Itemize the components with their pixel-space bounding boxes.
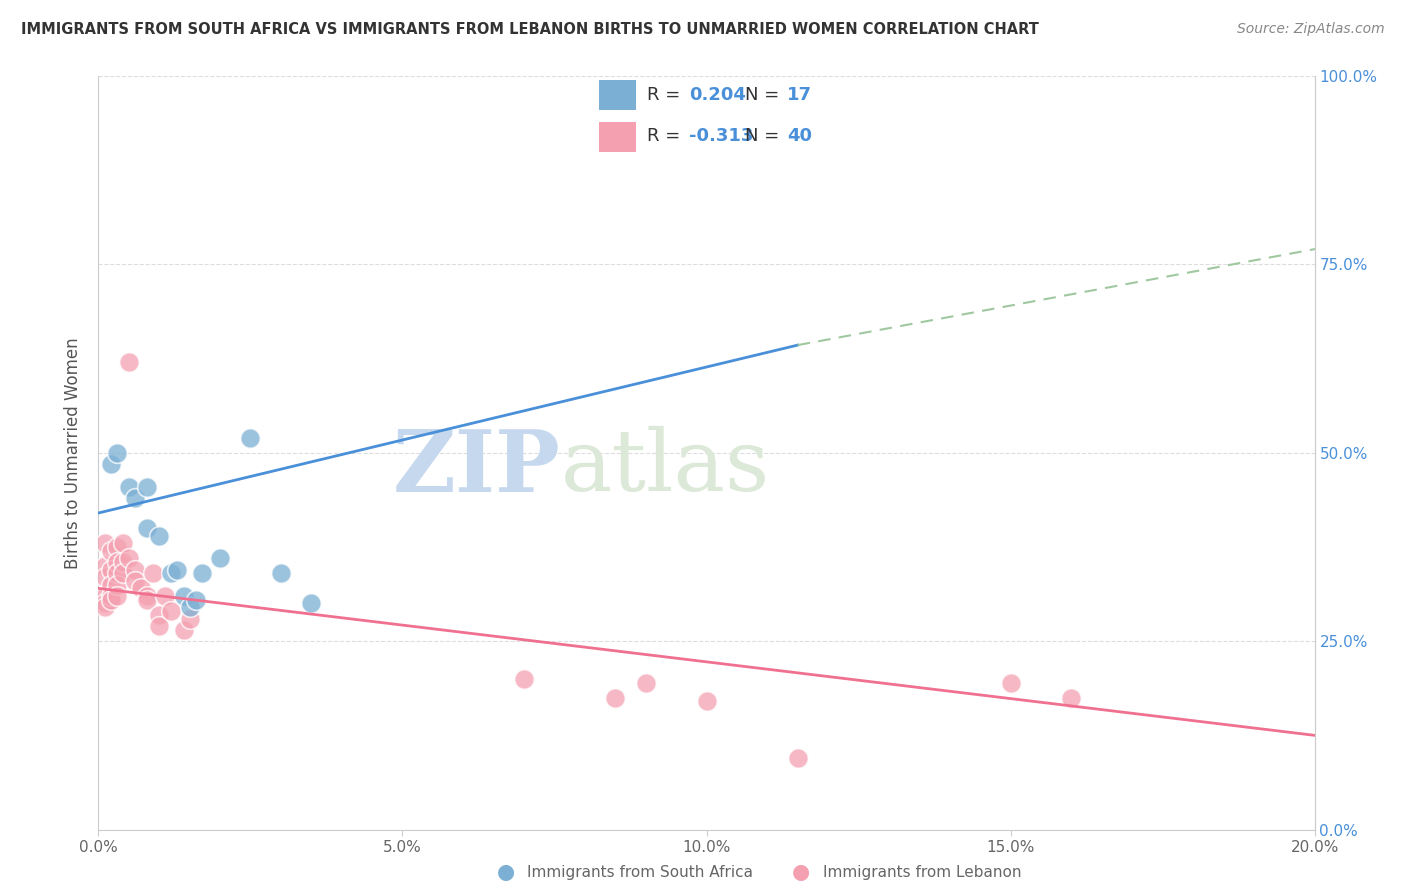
- Point: [270, 566, 292, 581]
- Point: [148, 619, 170, 633]
- Point: [105, 540, 128, 554]
- Point: [105, 577, 128, 591]
- Text: ●: ●: [498, 863, 515, 882]
- Text: Source: ZipAtlas.com: Source: ZipAtlas.com: [1237, 22, 1385, 37]
- Text: R =: R =: [647, 128, 686, 145]
- Text: N =: N =: [745, 128, 785, 145]
- Point: [100, 543, 122, 558]
- Y-axis label: Births to Unmarried Women: Births to Unmarried Women: [65, 337, 83, 568]
- Point: [93, 589, 115, 603]
- Point: [1060, 690, 1083, 705]
- Text: IMMIGRANTS FROM SOUTH AFRICA VS IMMIGRANTS FROM LEBANON BIRTHS TO UNMARRIED WOME: IMMIGRANTS FROM SOUTH AFRICA VS IMMIGRAN…: [21, 22, 1039, 37]
- Text: N =: N =: [745, 87, 785, 104]
- Text: ZIP: ZIP: [392, 425, 561, 509]
- Text: 40: 40: [787, 128, 813, 145]
- Point: [93, 570, 115, 584]
- Point: [404, 54, 426, 68]
- Point: [100, 592, 122, 607]
- Point: [209, 551, 232, 566]
- Point: [111, 536, 134, 550]
- Point: [634, 675, 657, 690]
- Bar: [599, 122, 636, 152]
- Point: [1000, 675, 1022, 690]
- Point: [160, 566, 183, 581]
- Point: [173, 589, 195, 603]
- Point: [184, 592, 207, 607]
- Point: [136, 480, 159, 494]
- Point: [191, 566, 214, 581]
- Point: [299, 596, 322, 610]
- Point: [380, 54, 402, 68]
- Point: [239, 431, 262, 445]
- Point: [100, 562, 122, 576]
- Point: [100, 589, 122, 603]
- Point: [166, 562, 188, 576]
- Point: [100, 457, 122, 471]
- Point: [118, 355, 141, 369]
- Point: [155, 589, 177, 603]
- Text: atlas: atlas: [561, 426, 769, 509]
- Text: Immigrants from Lebanon: Immigrants from Lebanon: [823, 865, 1021, 880]
- Text: 17: 17: [787, 87, 813, 104]
- Point: [124, 491, 146, 505]
- Point: [136, 521, 159, 535]
- Point: [148, 607, 170, 622]
- Point: [93, 596, 115, 610]
- Point: [148, 528, 170, 542]
- Point: [129, 582, 152, 596]
- Text: R =: R =: [647, 87, 686, 104]
- Point: [93, 536, 115, 550]
- Point: [513, 672, 536, 686]
- Point: [100, 577, 122, 591]
- Point: [105, 555, 128, 569]
- Point: [173, 623, 195, 637]
- Point: [124, 574, 146, 588]
- Point: [136, 592, 159, 607]
- Point: [160, 604, 183, 618]
- Point: [142, 566, 165, 581]
- Point: [105, 566, 128, 581]
- Bar: [599, 80, 636, 110]
- Point: [93, 600, 115, 615]
- Point: [434, 54, 457, 68]
- Point: [136, 589, 159, 603]
- Point: [179, 600, 201, 615]
- Point: [111, 566, 134, 581]
- Point: [105, 445, 128, 460]
- Text: -0.313: -0.313: [689, 128, 754, 145]
- Point: [786, 751, 808, 765]
- Point: [105, 589, 128, 603]
- Point: [93, 558, 115, 573]
- Point: [464, 54, 486, 68]
- Point: [349, 54, 371, 68]
- Text: Immigrants from South Africa: Immigrants from South Africa: [527, 865, 754, 880]
- Text: 0.204: 0.204: [689, 87, 745, 104]
- Point: [111, 555, 134, 569]
- Text: ●: ●: [793, 863, 810, 882]
- Point: [179, 611, 201, 625]
- Point: [118, 551, 141, 566]
- Point: [124, 562, 146, 576]
- Point: [605, 690, 627, 705]
- Point: [118, 480, 141, 494]
- Point: [696, 694, 718, 708]
